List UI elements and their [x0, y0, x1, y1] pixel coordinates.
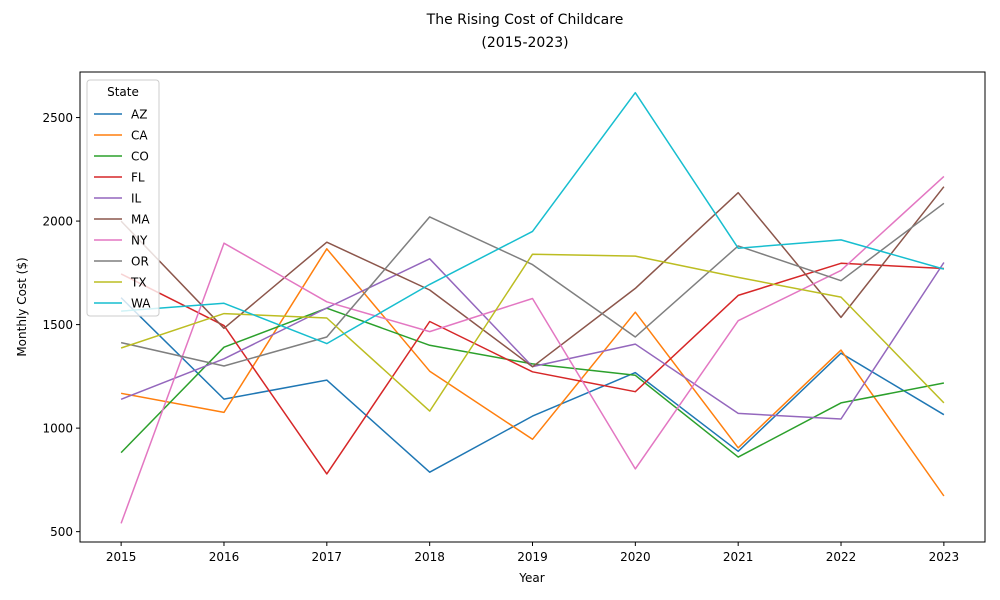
- legend-label-ny: NY: [131, 234, 148, 248]
- series-line-ca: [120, 248, 945, 497]
- legend-label-az: AZ: [131, 108, 147, 122]
- series-line-or: [120, 202, 945, 367]
- x-tick-label: 2018: [414, 550, 445, 564]
- legend-box: [86, 79, 160, 317]
- x-tick-label: 2023: [929, 550, 960, 564]
- series-line-wa: [121, 91, 945, 345]
- series-line-ma: [120, 186, 945, 368]
- legend-label-co: CO: [131, 150, 149, 164]
- series-line-az: [120, 297, 945, 473]
- x-tick-label: 2020: [620, 550, 651, 564]
- series-line-tx: [120, 253, 945, 412]
- plot-area: [80, 72, 985, 542]
- x-tick-label: 2016: [209, 550, 240, 564]
- legend-label-ca: CA: [131, 129, 148, 143]
- legend-label-il: IL: [131, 192, 142, 206]
- series-layer: [120, 91, 945, 524]
- legend-label-tx: TX: [130, 276, 147, 290]
- y-axis-label: Monthly Cost ($): [15, 257, 29, 356]
- x-tick-label: 2022: [826, 550, 857, 564]
- legend-label-or: OR: [131, 255, 149, 269]
- legend-items: AZ CA CO FL IL MA NY OR TX WA: [94, 108, 151, 311]
- y-tick-label: 500: [50, 525, 73, 539]
- legend-title: State: [107, 85, 139, 99]
- legend-label-ma: MA: [131, 213, 150, 227]
- y-tick-label: 2000: [42, 215, 73, 229]
- series-line-ny: [120, 175, 945, 524]
- x-tick-label: 2019: [517, 550, 548, 564]
- chart-subtitle: (2015-2023): [481, 35, 568, 51]
- chart-title: The Rising Cost of Childcare: [426, 12, 624, 28]
- y-tick-label: 1000: [42, 422, 73, 436]
- legend: State AZ CA CO FL IL MA NY OR TX WA: [86, 79, 160, 317]
- legend-label-wa: WA: [131, 297, 151, 311]
- series-line-co: [120, 307, 945, 458]
- y-tick-label: 2500: [42, 111, 73, 125]
- series-line-fl: [120, 262, 944, 475]
- y-axis: 500 1000 1500 2000 2500: [42, 111, 80, 539]
- y-tick-label: 1500: [42, 318, 73, 332]
- x-axis: 2015 2016 2017 2018 2019 2020 2021 2022 2023: [106, 542, 959, 564]
- x-tick-label: 2017: [312, 550, 343, 564]
- x-axis-label: Year: [518, 571, 544, 585]
- x-tick-label: 2021: [723, 550, 754, 564]
- x-tick-label: 2015: [106, 550, 137, 564]
- legend-label-fl: FL: [131, 171, 145, 185]
